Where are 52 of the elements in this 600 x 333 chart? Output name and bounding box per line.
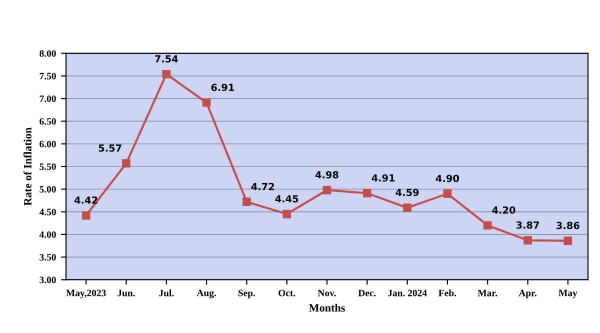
point: [524, 236, 532, 244]
point: [122, 159, 130, 168]
x-tick-label: May: [558, 290, 578, 298]
point: [202, 98, 211, 107]
y-tick-label: 3.00: [40, 276, 56, 284]
point: [443, 190, 452, 198]
data-label: 4.45: [275, 195, 298, 202]
data-label: 4.59: [396, 188, 419, 196]
y-tick-label: 4.00: [39, 231, 56, 238]
x-tick-label: Oct.: [278, 290, 296, 296]
data-label: 4.98: [315, 171, 338, 178]
x-tick-label: May,2023: [66, 290, 106, 298]
y-tick-label: 6.50: [40, 118, 56, 125]
point: [242, 198, 251, 206]
data-label: 4.72: [251, 182, 274, 190]
y-tick-label: 7.50: [40, 72, 56, 80]
x-tick-label: Apr.: [518, 290, 536, 298]
x-tick-label: Sep.: [238, 290, 256, 298]
point: [282, 210, 292, 218]
point: [483, 221, 492, 230]
y-tick-label: 4.50: [39, 208, 56, 216]
x-tick-label: Mar.: [478, 290, 498, 296]
point: [362, 189, 372, 198]
y-tick-label: 5.50: [40, 163, 56, 170]
x-axis-title: Months: [308, 304, 345, 312]
x-tick-label: Nov.: [318, 290, 336, 296]
point: [162, 70, 171, 78]
x-tick-label: Feb.: [438, 289, 456, 296]
y-tick-label: 3.50: [40, 254, 56, 261]
data-label: 4.90: [436, 174, 459, 182]
point: [82, 211, 90, 220]
y-tick-label: 7.00: [40, 95, 56, 102]
data-label: 4.42: [74, 196, 98, 204]
y-axis-title: Rate of Inflation: [24, 127, 32, 206]
data-label: 4.20: [492, 206, 516, 214]
x-tick-label: Jan. 2024: [388, 290, 427, 296]
point: [403, 204, 412, 212]
y-tick-label: 5.00: [40, 186, 56, 193]
data-label: 3.86: [556, 222, 580, 230]
data-label: 5.57: [98, 144, 122, 152]
point: [564, 236, 572, 245]
y-tick-label: 6.00: [40, 140, 56, 148]
point: [322, 186, 332, 194]
x-tick-label: Aug.: [196, 290, 216, 298]
x-tick-label: Jul.: [159, 289, 174, 296]
y-tick-label: 8.00: [40, 50, 56, 57]
data-label: 6.91: [211, 84, 234, 92]
data-label: 7.54: [155, 55, 178, 63]
x-tick-label: Dec.: [358, 290, 376, 296]
x-tick-label: Jun.: [118, 290, 135, 296]
data-label: 4.91: [372, 174, 395, 182]
data-label: 3.87: [516, 221, 539, 229]
